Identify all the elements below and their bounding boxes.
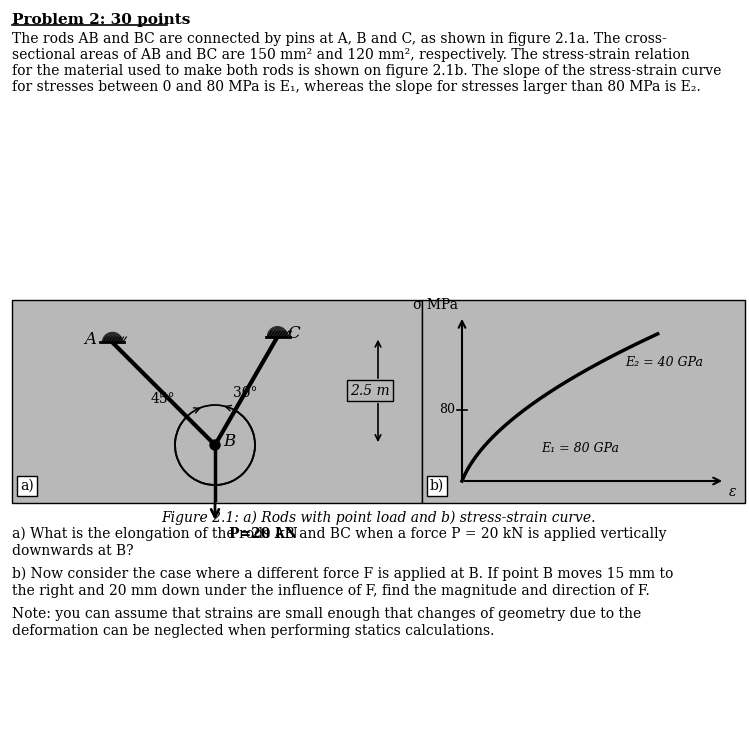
- Text: Problem 2: 30 points: Problem 2: 30 points: [12, 13, 190, 27]
- Text: b): b): [430, 479, 444, 493]
- Bar: [422, 300, 745, 503]
- Polygon shape: [103, 332, 123, 343]
- Text: σ MPa: σ MPa: [413, 298, 458, 312]
- Text: ε: ε: [729, 485, 736, 499]
- Text: A: A: [85, 331, 97, 348]
- Polygon shape: [267, 327, 288, 337]
- Text: C: C: [288, 326, 300, 343]
- Text: 2.5 m: 2.5 m: [351, 384, 389, 398]
- Text: downwards at B?: downwards at B?: [12, 544, 133, 558]
- Text: E₂ = 40 GPa: E₂ = 40 GPa: [625, 356, 703, 369]
- Text: 80: 80: [439, 404, 455, 416]
- Text: for the material used to make both rods is shown on figure 2.1b. The slope of th: for the material used to make both rods …: [12, 64, 721, 78]
- Text: E₁ = 80 GPa: E₁ = 80 GPa: [541, 442, 619, 454]
- Bar: [12, 300, 422, 503]
- Text: a) What is the elongation of the rods AB and BC when a force P = 20 kN is applie: a) What is the elongation of the rods AB…: [12, 527, 667, 542]
- Text: Note: you can assume that strains are small enough that changes of geometry due : Note: you can assume that strains are sm…: [12, 607, 641, 621]
- Text: The rods AB and BC are connected by pins at A, B and C, as shown in figure 2.1a.: The rods AB and BC are connected by pins…: [12, 32, 667, 46]
- Text: Figure 2.1: a) Rods with point load and b) stress-strain curve.: Figure 2.1: a) Rods with point load and …: [161, 511, 595, 526]
- Text: sectional areas of AB and BC are 150 mm² and 120 mm², respectively. The stress-s: sectional areas of AB and BC are 150 mm²…: [12, 48, 690, 62]
- Text: a): a): [20, 479, 34, 493]
- Text: deformation can be neglected when performing statics calculations.: deformation can be neglected when perfor…: [12, 624, 494, 638]
- Circle shape: [210, 440, 220, 450]
- Text: for stresses between 0 and 80 MPa is E₁, whereas the slope for stresses larger t: for stresses between 0 and 80 MPa is E₁,…: [12, 80, 701, 94]
- Text: 30°: 30°: [233, 386, 258, 400]
- Text: P=20 kN: P=20 kN: [229, 527, 297, 541]
- Text: 45°: 45°: [151, 392, 175, 406]
- Text: the right and 20 mm down under the influence of F, find the magnitude and direct: the right and 20 mm down under the influ…: [12, 584, 649, 598]
- Text: B: B: [223, 432, 235, 450]
- Text: b) Now consider the case where a different force F is applied at B. If point B m: b) Now consider the case where a differe…: [12, 567, 673, 581]
